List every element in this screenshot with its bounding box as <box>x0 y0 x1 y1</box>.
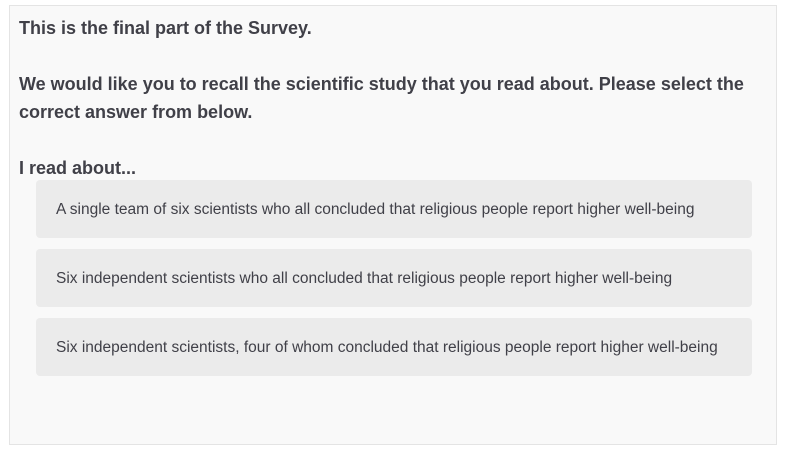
question-panel: This is the final part of the Survey. We… <box>9 5 777 445</box>
answer-choices: A single team of six scientists who all … <box>36 180 752 387</box>
answer-choice-3[interactable]: Six independent scientists, four of whom… <box>36 318 752 376</box>
answer-choice-2[interactable]: Six independent scientists who all concl… <box>36 249 752 307</box>
answer-choice-1[interactable]: A single team of six scientists who all … <box>36 180 752 238</box>
survey-intro: This is the final part of the Survey. <box>19 18 312 38</box>
survey-instruction: We would like you to recall the scientif… <box>19 74 744 122</box>
question-text: This is the final part of the Survey. We… <box>19 14 769 182</box>
survey-prompt: I read about... <box>19 158 137 178</box>
